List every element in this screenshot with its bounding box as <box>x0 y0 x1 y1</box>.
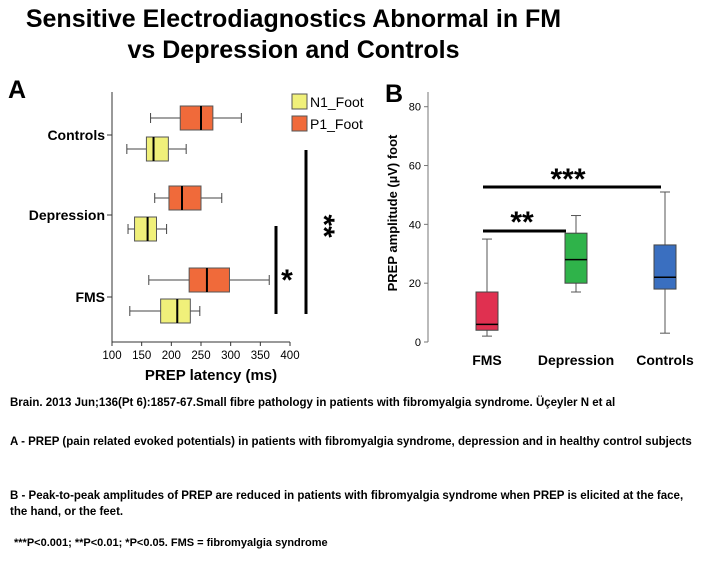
box-depression <box>564 215 588 293</box>
panel-b-letter: B <box>385 80 404 108</box>
box-iqr <box>134 216 157 242</box>
x-tick-label-a: 250 <box>191 350 210 362</box>
sig-label-fms-depression: ** <box>510 206 534 239</box>
box-p1-foot-controls <box>150 105 242 131</box>
category-label-a: Controls <box>47 127 105 143</box>
x-tick-label-a: 400 <box>280 350 299 362</box>
box-iqr <box>188 267 230 293</box>
box-iqr <box>179 105 214 131</box>
caption-b: B - Peak-to-peak amplitudes of PREP are … <box>10 490 684 518</box>
category-label-b: FMS <box>472 352 502 368</box>
box-n1-foot-fms <box>129 298 201 324</box>
x-tick-label-a: 300 <box>221 350 240 362</box>
box-iqr <box>475 291 499 331</box>
box-iqr <box>653 244 677 290</box>
x-tick-label-a: 200 <box>162 350 181 362</box>
category-label-b: Depression <box>538 352 614 368</box>
y-tick-label-b: 40 <box>409 219 421 231</box>
legend-label-a: P1_Foot <box>310 116 363 132</box>
box-iqr <box>168 185 202 211</box>
legend-swatch-a <box>291 115 308 132</box>
legend-label-a: N1_Foot <box>310 94 364 110</box>
box-iqr <box>145 136 169 162</box>
y-axis-title-b: PREP amplitude (µV) foot <box>385 134 400 291</box>
footnote: ***P<0.001; **P<0.01; *P<0.05. FMS = fib… <box>14 537 328 549</box>
box-p1-foot-depression <box>154 185 223 211</box>
box-n1-foot-controls <box>126 136 187 162</box>
category-label-b: Controls <box>636 352 694 368</box>
category-label-a: Depression <box>29 207 105 223</box>
legend-swatch-a <box>291 93 308 110</box>
y-tick-label-b: 80 <box>409 102 421 114</box>
citation-text: Brain. 2013 Jun;136(Pt 6):1857-67.Small … <box>10 397 616 409</box>
sig-label-controls-fms: ** <box>307 214 340 238</box>
box-controls <box>653 191 677 334</box>
category-label-a: FMS <box>75 289 105 305</box>
x-axis-title-a: PREP latency (ms) <box>145 367 277 384</box>
box-p1-foot-fms <box>148 267 270 293</box>
chart-title-line2: vs Depression and Controls <box>127 36 460 64</box>
box-iqr <box>564 232 588 284</box>
y-tick-label-b: 20 <box>409 278 421 290</box>
sig-label-fms-controls: *** <box>550 163 585 196</box>
box-fms <box>475 238 499 337</box>
y-tick-label-b: 60 <box>409 161 421 173</box>
caption-a: A - PREP (pain related evoked potentials… <box>10 436 692 448</box>
chart-title-line1: Sensitive Electrodiagnostics Abnormal in… <box>25 5 562 33</box>
x-tick-label-a: 100 <box>102 350 121 362</box>
box-n1-foot-depression <box>127 216 168 242</box>
sig-label-depression-fms: * <box>281 264 293 297</box>
box-iqr <box>160 298 191 324</box>
x-tick-label-a: 350 <box>251 350 270 362</box>
panel-a-letter: A <box>8 76 27 104</box>
x-tick-label-a: 150 <box>132 350 151 362</box>
y-tick-label-b: 0 <box>415 337 421 349</box>
